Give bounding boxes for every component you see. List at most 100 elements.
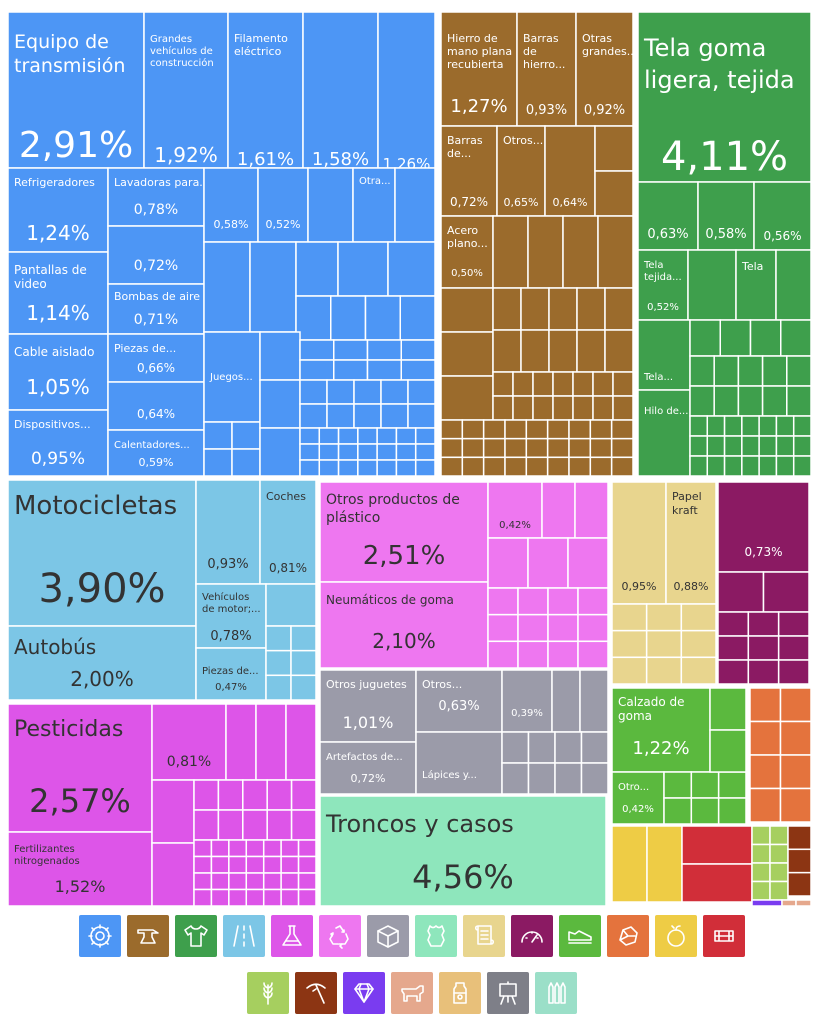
small-tile-machinery[interactable] <box>337 443 359 461</box>
small-tile-plastics[interactable] <box>541 481 576 539</box>
small-tile-plastics[interactable] <box>487 537 529 589</box>
small-tile-textiles[interactable] <box>706 415 726 437</box>
small-tile-textiles[interactable] <box>741 455 760 477</box>
small-tile-machinery[interactable] <box>400 339 436 361</box>
small-tile-vegetables[interactable] <box>769 825 789 846</box>
small-tile-plastics[interactable] <box>487 587 519 616</box>
tile-paper-52[interactable] <box>611 481 667 605</box>
tile-transportation-37[interactable] <box>259 479 317 585</box>
legend-button-fruit[interactable] <box>654 915 697 957</box>
tile-miscellaneous-48[interactable] <box>501 669 553 733</box>
small-tile-machinery[interactable] <box>307 167 354 243</box>
small-tile-textiles[interactable] <box>737 355 764 387</box>
small-tile-machinery[interactable] <box>333 359 369 381</box>
small-tile-textiles[interactable] <box>687 249 737 321</box>
small-tile-textiles[interactable] <box>761 385 788 417</box>
small-tile-metals[interactable] <box>461 456 485 477</box>
small-tile-chemicals[interactable] <box>297 839 317 858</box>
small-tile-machinery[interactable] <box>357 459 378 477</box>
tile-machinery-4[interactable] <box>377 11 436 169</box>
small-tile-vegetables[interactable] <box>751 862 771 883</box>
small-tile-chemicals[interactable] <box>210 855 230 874</box>
small-tile-instruments[interactable] <box>717 611 750 637</box>
small-tile-metals[interactable] <box>440 456 464 477</box>
legend-button-stone[interactable] <box>606 915 649 957</box>
small-tile-chemicals[interactable] <box>151 842 195 907</box>
small-tile-chemicals[interactable] <box>297 855 317 874</box>
tile-transportation-38[interactable] <box>195 583 267 649</box>
small-tile-instruments[interactable] <box>717 635 750 661</box>
small-tile-chemicals[interactable] <box>266 809 293 841</box>
small-tile-metals[interactable] <box>552 395 574 421</box>
small-tile-machinery[interactable] <box>203 421 233 450</box>
small-tile-machinery[interactable] <box>376 427 398 445</box>
small-tile-transportation[interactable] <box>290 625 317 652</box>
small-tile-textiles[interactable] <box>689 455 709 477</box>
small-tile-machinery[interactable] <box>318 443 340 461</box>
small-tile-miscellaneous[interactable] <box>579 669 609 733</box>
tile-machinery-14[interactable] <box>107 429 205 477</box>
small-tile-machinery[interactable] <box>295 241 339 297</box>
small-tile-mineral[interactable] <box>681 825 753 865</box>
small-tile-textiles[interactable] <box>775 249 812 321</box>
small-tile-metals[interactable] <box>610 456 634 477</box>
small-tile-chemicals[interactable] <box>217 779 244 811</box>
small-tile-metals[interactable] <box>512 371 534 397</box>
small-tile-machinery[interactable] <box>259 379 301 429</box>
small-tile-textiles[interactable] <box>758 455 778 477</box>
small-tile-paper[interactable] <box>645 656 683 685</box>
small-tile-chemicals[interactable] <box>245 888 265 907</box>
small-tile-machinery[interactable] <box>376 459 398 477</box>
small-tile-chemicals[interactable] <box>262 839 282 858</box>
small-tile-machinery[interactable] <box>299 379 328 405</box>
small-tile-metals[interactable] <box>504 437 528 459</box>
small-tile-vegetables[interactable] <box>769 862 789 883</box>
small-tile-mineral[interactable] <box>681 863 753 903</box>
small-tile-textiles[interactable] <box>713 355 740 387</box>
small-tile-metals[interactable] <box>482 456 506 477</box>
small-tile-vegetables[interactable] <box>751 825 771 846</box>
small-tile-metals[interactable] <box>576 329 606 373</box>
small-tile-metals[interactable] <box>589 419 613 440</box>
small-tile-miscellaneous[interactable] <box>554 731 583 764</box>
small-tile-machinery[interactable] <box>295 295 332 341</box>
small-tile-machinery[interactable] <box>318 459 340 477</box>
small-tile-paper[interactable] <box>680 629 717 659</box>
small-tile-machinery[interactable] <box>299 427 321 445</box>
small-tile-stone[interactable] <box>749 787 782 823</box>
small-tile-metals[interactable] <box>568 419 592 440</box>
small-tile-machinery[interactable] <box>259 427 301 477</box>
small-tile-metals[interactable] <box>527 215 564 289</box>
small-tile-metals[interactable] <box>520 329 550 373</box>
tile-plastics-43[interactable] <box>319 481 489 583</box>
small-tile-machinery[interactable] <box>395 427 417 445</box>
tile-machinery-15[interactable] <box>203 167 259 243</box>
small-tile-weapons[interactable] <box>787 825 812 851</box>
small-tile-footwear[interactable] <box>690 771 720 799</box>
small-tile-textiles[interactable] <box>792 415 812 437</box>
small-tile-machinery[interactable] <box>299 403 328 429</box>
small-tile-chemicals[interactable] <box>285 703 317 781</box>
tile-animal_hides[interactable] <box>781 899 797 907</box>
small-tile-chemicals[interactable] <box>193 779 220 811</box>
small-tile-plastics[interactable] <box>574 481 609 539</box>
small-tile-vegetables[interactable] <box>751 843 771 864</box>
small-tile-textiles[interactable] <box>723 415 743 437</box>
small-tile-foodstuffs[interactable] <box>611 825 648 903</box>
legend-button-jar[interactable] <box>438 972 481 1014</box>
small-tile-metals[interactable] <box>604 287 634 331</box>
small-tile-chemicals[interactable] <box>280 855 300 874</box>
small-tile-machinery[interactable] <box>299 339 335 361</box>
small-tile-stone[interactable] <box>779 754 812 790</box>
small-tile-textiles[interactable] <box>780 319 812 357</box>
small-tile-footwear[interactable] <box>663 797 693 825</box>
small-tile-machinery[interactable] <box>395 459 417 477</box>
small-tile-machinery[interactable] <box>249 241 297 333</box>
small-tile-transportation[interactable] <box>265 625 292 652</box>
small-tile-stone[interactable] <box>749 687 782 723</box>
small-tile-metals[interactable] <box>548 287 578 331</box>
small-tile-machinery[interactable] <box>387 241 436 297</box>
small-tile-transportation[interactable] <box>265 583 317 627</box>
small-tile-weapons[interactable] <box>787 871 812 897</box>
small-tile-chemicals[interactable] <box>262 855 282 874</box>
